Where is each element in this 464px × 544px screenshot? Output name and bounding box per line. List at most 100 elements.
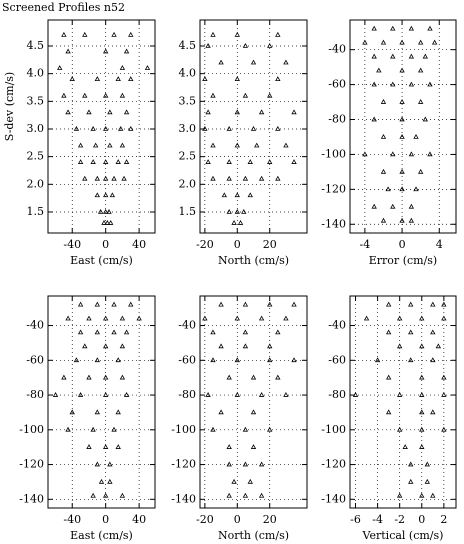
plot-frame xyxy=(199,295,308,509)
data-point xyxy=(380,133,387,139)
data-point xyxy=(226,159,232,164)
data-point xyxy=(237,220,244,225)
data-point xyxy=(65,109,71,115)
y-tick-label: 3.0 xyxy=(27,122,45,135)
data-point xyxy=(419,409,425,415)
data-point xyxy=(98,478,105,484)
data-point xyxy=(397,426,403,432)
data-point xyxy=(242,426,249,432)
data-point xyxy=(250,409,257,415)
data-point xyxy=(371,116,377,122)
x-tick-label: 20 xyxy=(263,238,277,251)
data-point xyxy=(234,76,240,81)
x-tick-label: 2 xyxy=(440,513,447,526)
data-point xyxy=(385,329,392,335)
y-tick-label: -80 xyxy=(26,388,44,401)
x-axis-label: North (cm/s) xyxy=(218,529,289,542)
y-tick-label: 4.5 xyxy=(179,39,197,52)
data-point xyxy=(390,53,396,59)
data-point xyxy=(107,461,113,467)
data-point xyxy=(258,175,265,181)
data-point xyxy=(408,357,414,363)
data-point xyxy=(86,315,92,321)
data-point xyxy=(234,208,240,214)
data-point xyxy=(115,159,121,164)
data-point xyxy=(408,203,415,209)
data-point xyxy=(86,109,92,115)
data-point xyxy=(362,39,368,45)
data-point xyxy=(52,392,59,397)
data-point xyxy=(119,492,126,498)
data-point xyxy=(408,478,414,484)
data-point xyxy=(103,192,109,198)
data-point xyxy=(94,76,101,81)
data-point xyxy=(234,357,240,363)
data-point xyxy=(258,461,265,467)
data-point xyxy=(123,48,130,54)
data-point xyxy=(390,81,396,87)
data-point xyxy=(123,392,130,397)
data-point xyxy=(103,125,109,131)
data-point xyxy=(430,329,436,335)
data-point xyxy=(210,357,216,363)
x-axis-label: Error (cm/s) xyxy=(369,254,437,267)
data-point xyxy=(397,343,403,349)
data-point xyxy=(90,492,96,498)
data-point xyxy=(61,374,67,380)
x-tick-label: -2 xyxy=(394,513,405,526)
x-axis-label: East (cm/s) xyxy=(70,254,133,267)
data-point xyxy=(258,315,265,321)
y-tick-label: -60 xyxy=(26,353,44,366)
y-tick-label: 2.5 xyxy=(179,150,197,163)
data-point xyxy=(427,151,433,157)
data-point xyxy=(119,92,126,98)
plot-frame xyxy=(349,295,457,509)
data-point xyxy=(441,426,447,432)
data-point xyxy=(103,315,109,321)
data-point xyxy=(241,208,247,214)
data-point xyxy=(267,426,273,432)
data-point xyxy=(61,92,67,98)
data-point xyxy=(399,186,405,192)
data-point xyxy=(424,478,430,484)
data-point xyxy=(231,478,237,484)
plot-frame xyxy=(349,19,457,234)
data-point xyxy=(380,168,387,174)
data-point xyxy=(362,151,368,157)
data-point xyxy=(385,301,392,307)
data-point xyxy=(374,357,381,363)
data-point xyxy=(399,39,405,45)
data-point xyxy=(422,116,428,122)
data-point xyxy=(205,392,211,397)
y-tick-label: -140 xyxy=(321,492,346,505)
data-point xyxy=(92,142,99,148)
data-point xyxy=(210,92,216,98)
y-tick-label: -140 xyxy=(321,217,346,230)
data-point xyxy=(90,125,96,131)
data-point xyxy=(283,315,289,321)
data-point xyxy=(61,31,67,37)
data-point xyxy=(94,409,101,415)
data-point xyxy=(419,315,425,321)
y-tick-label: 4.0 xyxy=(179,67,197,80)
data-point xyxy=(65,48,71,54)
data-point xyxy=(242,92,249,98)
data-point xyxy=(202,315,208,321)
data-point xyxy=(275,374,281,380)
data-point xyxy=(97,208,104,214)
data-point xyxy=(419,426,425,432)
data-point xyxy=(242,329,249,335)
data-point xyxy=(218,301,224,307)
data-point xyxy=(103,92,109,98)
data-point xyxy=(234,142,240,148)
data-point xyxy=(399,168,405,174)
data-point xyxy=(430,492,436,498)
x-tick-label: 0 xyxy=(234,513,241,526)
y-tick-label: -100 xyxy=(321,423,346,436)
data-point xyxy=(419,444,425,449)
data-point xyxy=(399,67,405,73)
data-point xyxy=(106,208,112,214)
data-point xyxy=(226,444,232,449)
data-point xyxy=(408,81,415,87)
data-point xyxy=(397,315,403,321)
